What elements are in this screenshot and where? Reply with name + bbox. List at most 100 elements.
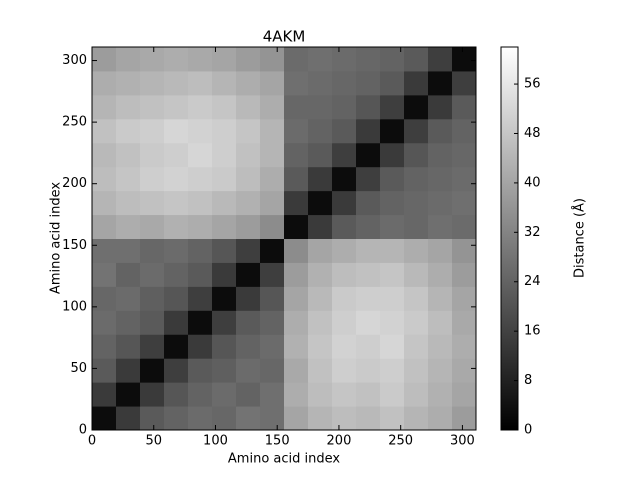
heatmap-cell [356, 358, 381, 383]
heatmap-cell [308, 406, 333, 431]
heatmap-cell [356, 70, 381, 96]
heatmap-cell [92, 238, 117, 263]
heatmap-cell [404, 142, 429, 168]
x-axis-label: Amino acid index [228, 452, 340, 467]
heatmap-cell [308, 310, 333, 335]
heatmap-cell [308, 70, 333, 96]
heatmap-cell [452, 70, 477, 96]
heatmap-cell [428, 406, 453, 431]
heatmap-cell [260, 190, 285, 216]
heatmap-cell [92, 358, 117, 383]
heatmap-cell [332, 166, 357, 192]
heatmap-cell [332, 406, 357, 431]
heatmap-cell [332, 334, 357, 359]
x-tick-label: 50 [145, 434, 162, 449]
heatmap-cell [260, 238, 285, 263]
colorbar-tick-label: 24 [524, 274, 541, 289]
heatmap-cell [236, 310, 261, 335]
heatmap-cell [380, 334, 405, 359]
heatmap-cell [404, 47, 429, 72]
heatmap-cell [92, 406, 117, 431]
heatmap-cell [188, 406, 213, 431]
heatmap-cell [380, 262, 405, 287]
heatmap-cell [212, 262, 237, 287]
heatmap-cell [404, 382, 429, 407]
heatmap-cell [260, 118, 285, 144]
heatmap-cell [428, 70, 453, 96]
heatmap-cell [452, 406, 477, 431]
heatmap-cell [140, 190, 165, 216]
heatmap-cell [188, 70, 213, 96]
heatmap-cell [164, 70, 189, 96]
heatmap-cell [140, 382, 165, 407]
heatmap-cell [260, 47, 285, 72]
heatmap-cell [92, 70, 117, 96]
heatmap-cell [116, 214, 141, 239]
heatmap-cell [140, 334, 165, 359]
heatmap-cell [140, 286, 165, 311]
heatmap-cell [260, 406, 285, 431]
heatmap-cell [380, 70, 405, 96]
heatmap-cell [236, 358, 261, 383]
heatmap-cell [356, 334, 381, 359]
heatmap-cell [188, 142, 213, 168]
heatmap-cell [164, 310, 189, 335]
heatmap-cell [116, 70, 141, 96]
heatmap-cell [188, 310, 213, 335]
heatmap-cell [164, 166, 189, 192]
heatmap-cell [164, 238, 189, 263]
colorbar-tick-label: 0 [524, 423, 532, 438]
colorbar-tick-label: 8 [524, 373, 532, 388]
heatmap-cell [356, 166, 381, 192]
heatmap-cell [452, 358, 477, 383]
heatmap-cell [428, 310, 453, 335]
heatmap-cell [236, 382, 261, 407]
heatmap-cell [452, 166, 477, 192]
heatmap-cell [356, 382, 381, 407]
heatmap-cell [332, 238, 357, 263]
heatmap [92, 47, 477, 431]
heatmap-cell [428, 262, 453, 287]
heatmap-cell [116, 118, 141, 144]
heatmap-cell [332, 47, 357, 72]
heatmap-cell [260, 286, 285, 311]
heatmap-cell [356, 286, 381, 311]
heatmap-cell [164, 406, 189, 431]
heatmap-cell [164, 47, 189, 72]
heatmap-cell [380, 238, 405, 263]
heatmap-cell [404, 238, 429, 263]
heatmap-cell [284, 406, 309, 431]
heatmap-cell [428, 238, 453, 263]
heatmap-cell [140, 166, 165, 192]
y-tick-label: 50 [70, 361, 87, 376]
heatmap-cell [332, 70, 357, 96]
heatmap-cell [236, 47, 261, 72]
x-tick-label: 100 [203, 434, 228, 449]
heatmap-cell [212, 214, 237, 239]
heatmap-cell [332, 382, 357, 407]
heatmap-cell [188, 94, 213, 120]
heatmap-cell [452, 118, 477, 144]
heatmap-cell [92, 118, 117, 144]
heatmap-cell [308, 358, 333, 383]
heatmap-cell [116, 334, 141, 359]
heatmap-cell [236, 406, 261, 431]
y-tick-label: 250 [62, 115, 87, 130]
heatmap-cell [284, 94, 309, 120]
heatmap-cell [164, 142, 189, 168]
heatmap-cell [212, 166, 237, 192]
heatmap-cell [404, 190, 429, 216]
heatmap-cell [452, 334, 477, 359]
heatmap-cell [380, 166, 405, 192]
heatmap-cell [164, 190, 189, 216]
heatmap-cell [404, 286, 429, 311]
heatmap-cell [452, 262, 477, 287]
heatmap-cell [164, 286, 189, 311]
heatmap-cell [188, 286, 213, 311]
heatmap-cell [236, 166, 261, 192]
heatmap-cell [188, 118, 213, 144]
heatmap-cell [212, 142, 237, 168]
heatmap-cell [92, 166, 117, 192]
heatmap-cell [116, 47, 141, 72]
heatmap-cell [308, 286, 333, 311]
